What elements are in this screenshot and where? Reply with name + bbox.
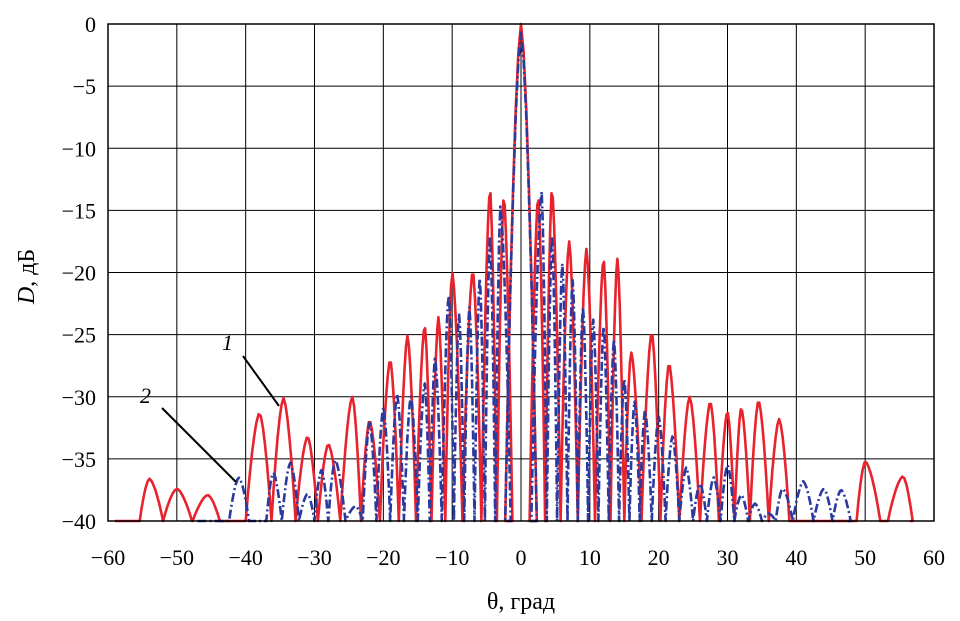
x-tick-label: 30	[717, 545, 739, 570]
y-axis-label-symbol: D	[14, 287, 40, 305]
x-tick-label: −40	[228, 545, 262, 570]
x-tick-labels: −60 −50 −40 −30 −20 −10 0 10 20 30 40 50 60	[91, 545, 945, 570]
curve-label-1: 1	[222, 330, 233, 355]
x-tick-label: −30	[297, 545, 331, 570]
leader-line-1	[242, 355, 280, 407]
y-axis-label-unit: , дБ	[14, 249, 40, 287]
y-tick-labels: 0 −5 −10 −15 −20 −25 −30 −35 −40	[62, 12, 96, 534]
x-axis-label: θ, град	[487, 589, 555, 615]
grid	[107, 23, 935, 522]
y-tick-label: −35	[62, 447, 96, 472]
y-axis-label: D, дБ	[14, 249, 40, 305]
x-tick-label: −10	[435, 545, 469, 570]
x-tick-label: 40	[785, 545, 807, 570]
series-1-line	[114, 22, 914, 523]
x-tick-label: 10	[579, 545, 601, 570]
x-tick-label: −50	[160, 545, 194, 570]
x-tick-label: −20	[366, 545, 400, 570]
y-tick-label: 0	[85, 12, 96, 37]
x-tick-label: 60	[923, 545, 945, 570]
y-tick-label: −20	[62, 261, 96, 286]
y-tick-label: −30	[62, 385, 96, 410]
series-2-group	[197, 31, 852, 523]
x-tick-label: 50	[854, 545, 876, 570]
series-2-line	[197, 31, 852, 523]
y-tick-label: −10	[62, 136, 96, 161]
y-tick-label: −5	[73, 74, 96, 99]
y-tick-label: −40	[62, 509, 96, 534]
y-tick-label: −15	[62, 198, 96, 223]
series-1-group	[114, 22, 914, 523]
x-tick-label: 0	[516, 545, 527, 570]
leader-line-2	[161, 407, 237, 483]
plot-frame	[107, 23, 935, 522]
x-tick-label: 20	[648, 545, 670, 570]
x-tick-label: −60	[91, 545, 125, 570]
y-tick-label: −25	[62, 323, 96, 348]
annotations: 12	[140, 330, 280, 483]
curve-label-2: 2	[140, 383, 151, 408]
